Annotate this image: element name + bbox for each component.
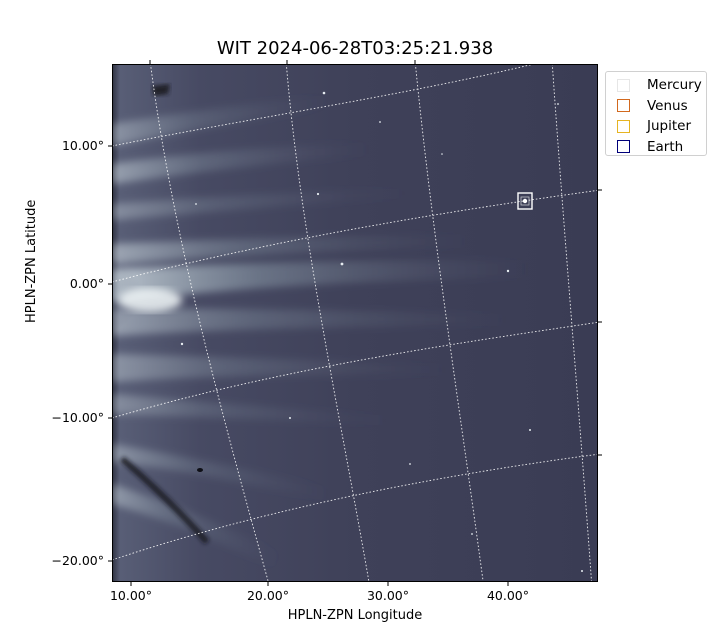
earth-marker-box: [517, 192, 533, 210]
dark-artifact: [152, 84, 170, 96]
legend-label-earth: Earth: [647, 138, 684, 155]
y-tick-minus10: −10.00°: [51, 410, 104, 425]
x-tick-20: 20.00°: [247, 588, 289, 603]
y-tick-0: 0.00°: [70, 276, 104, 291]
legend-swatch-jupiter: [617, 119, 630, 133]
bright-core-center: [118, 288, 182, 312]
background-stars: [180, 91, 583, 572]
y-tick-10: 10.00°: [62, 138, 104, 153]
x-tick-10: 10.00°: [110, 588, 152, 603]
coordinate-grid: [112, 64, 598, 582]
legend-label-jupiter: Jupiter: [647, 118, 692, 135]
x-axis-label: HPLN-ZPN Longitude: [0, 608, 710, 623]
y-tick-minus20: −20.00°: [51, 553, 104, 568]
legend-item-earth: Earth: [617, 137, 706, 158]
legend-swatch-venus: [617, 99, 630, 113]
legend-swatch-mercury: [617, 78, 630, 92]
y-axis-label: HPLN-ZPN Latitude: [24, 199, 39, 323]
legend-item-mercury: Mercury: [617, 75, 706, 96]
heliospheric-image: [112, 64, 598, 582]
legend-item-venus: Venus: [617, 96, 706, 117]
legend-label-mercury: Mercury: [647, 77, 702, 94]
x-tick-40: 40.00°: [487, 588, 529, 603]
legend-label-venus: Venus: [647, 97, 688, 114]
legend-swatch-earth: [617, 140, 630, 154]
plot-title: WIT 2024-06-28T03:25:21.938: [216, 38, 494, 59]
earth-marker-dot: [522, 198, 528, 204]
earth-marker-inner: [520, 196, 530, 206]
legend-item-jupiter: Jupiter: [617, 116, 706, 137]
dark-spot: [197, 468, 203, 472]
x-axis-label-text: HPLN-ZPN Longitude: [287, 608, 423, 623]
x-tick-30: 30.00°: [367, 588, 409, 603]
plot-border: [112, 64, 598, 582]
legend: Mercury Venus Jupiter Earth: [605, 71, 707, 156]
